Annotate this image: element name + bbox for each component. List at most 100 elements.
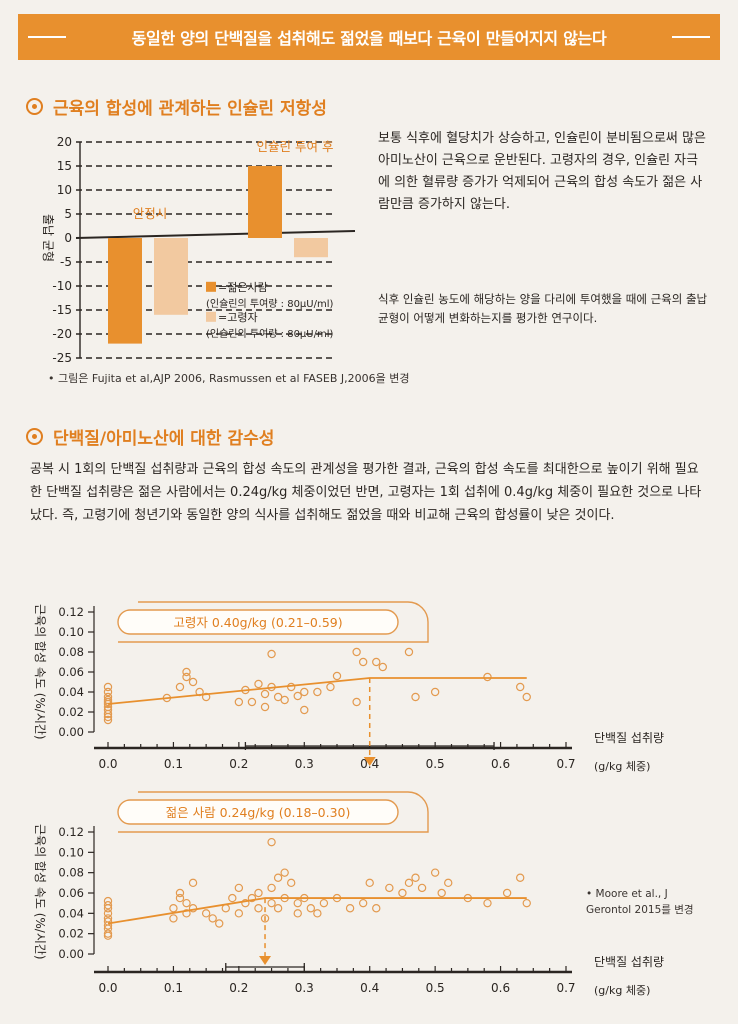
data-point bbox=[280, 695, 289, 705]
data-point bbox=[273, 904, 283, 913]
data-point bbox=[516, 682, 525, 692]
section1-title-text: 근육의 합성에 관계하는 인슐린 저항성 bbox=[53, 99, 327, 119]
section1-body: 보통 식후에 혈당치가 상승하고, 인슐린이 분비됨으로써 많은 아미노산이 근… bbox=[378, 131, 706, 212]
x-tick-label: 0.0 bbox=[98, 981, 117, 995]
group-label: 안정시 bbox=[133, 206, 168, 221]
banner-title: 동일한 양의 단백질을 섭취해도 젊었을 때보다 근육이 만들어지지 않는다 bbox=[131, 29, 607, 48]
data-point bbox=[182, 672, 191, 682]
data-point bbox=[287, 682, 296, 692]
y-tick-label: 0.12 bbox=[58, 605, 84, 619]
data-point bbox=[411, 692, 420, 702]
data-point bbox=[293, 909, 302, 918]
data-point bbox=[358, 657, 368, 667]
data-point bbox=[247, 697, 257, 707]
data-point bbox=[352, 697, 361, 707]
y-tick-label: 0.00 bbox=[58, 725, 84, 739]
data-point bbox=[260, 914, 270, 923]
x-tick-label: 0.2 bbox=[229, 757, 248, 771]
annotation-bracket bbox=[118, 791, 429, 833]
data-point bbox=[175, 888, 185, 898]
data-point bbox=[103, 931, 113, 940]
data-point bbox=[215, 919, 224, 928]
y-tick-label: 0.04 bbox=[58, 685, 84, 699]
data-point bbox=[293, 898, 302, 908]
data-point bbox=[103, 715, 113, 725]
data-point bbox=[175, 893, 185, 903]
y-tick-label: 10 bbox=[57, 183, 72, 197]
data-point bbox=[169, 914, 178, 923]
data-point bbox=[201, 909, 211, 918]
data-point bbox=[234, 883, 244, 893]
data-point bbox=[378, 662, 387, 672]
y-axis-label: 근육의 합성 속도 (%/시간) bbox=[33, 824, 47, 960]
y-tick-label: 0.10 bbox=[58, 845, 84, 859]
data-point bbox=[188, 677, 198, 687]
data-point bbox=[103, 909, 113, 918]
page-banner: 동일한 양의 단백질을 섭취해도 젊었을 때보다 근육이 만들어지지 않는다 bbox=[18, 14, 720, 60]
data-point bbox=[103, 921, 113, 930]
data-point bbox=[175, 682, 185, 692]
data-point bbox=[182, 898, 191, 908]
data-point bbox=[326, 682, 335, 692]
data-point bbox=[319, 898, 329, 908]
y-tick-label: 0 bbox=[64, 231, 72, 245]
data-point bbox=[404, 878, 414, 888]
x-tick-label: 0.7 bbox=[556, 757, 575, 771]
data-point bbox=[430, 687, 440, 697]
x-tick-label: 0.6 bbox=[491, 981, 510, 995]
data-point bbox=[306, 904, 316, 913]
x-tick-label: 0.1 bbox=[164, 757, 183, 771]
scatter-chart-elderly: 근육의 합성 속도 (%/시간) 0.12 0.10 0.08 0.06 0.04 0.02… bbox=[33, 601, 664, 773]
x-axis-unit: (g/kg 체중) bbox=[594, 984, 650, 997]
data-point bbox=[522, 692, 531, 702]
target-bullet-icon bbox=[26, 428, 43, 445]
data-point bbox=[260, 702, 270, 712]
data-point bbox=[522, 898, 531, 908]
section2-body: 공복 시 1회의 단백질 섭취량과 근육의 합성 속도의 관계성을 평가한 결과… bbox=[30, 462, 702, 523]
data-point bbox=[234, 697, 244, 707]
y-tick-label: -20 bbox=[52, 327, 72, 341]
data-point bbox=[188, 878, 198, 888]
banner-rule-left bbox=[28, 36, 66, 38]
data-point bbox=[103, 682, 113, 692]
y-axis-label: 출납 균형 bbox=[41, 214, 55, 262]
legend-sublabel: (인슐린의 투여량 : 80μU/ml) bbox=[206, 298, 334, 310]
data-point bbox=[103, 904, 113, 913]
data-point bbox=[372, 657, 381, 667]
y-tick-label: 5 bbox=[64, 207, 72, 221]
data-point bbox=[273, 692, 283, 702]
annotation-box bbox=[117, 609, 399, 635]
data-point bbox=[273, 873, 283, 882]
y-tick-label: -5 bbox=[60, 255, 72, 269]
x-axis-unit: (g/kg 체중) bbox=[594, 760, 650, 773]
x-tick-label: 0.5 bbox=[426, 757, 445, 771]
data-point bbox=[345, 904, 355, 913]
y-tick-label: 0.04 bbox=[58, 906, 84, 920]
bar-chart: 20 15 10 5 0 -5 -10 -15 -20 -25 출납 균형 안정시 인슐린 투여 후 =… bbox=[41, 135, 356, 365]
legend-label: =젊은사람 bbox=[218, 281, 268, 294]
bar bbox=[108, 238, 142, 344]
y-tick-label: 0.08 bbox=[58, 866, 84, 880]
annotation-text: 젊은 사람 0.24g/kg (0.18–0.30) bbox=[166, 805, 351, 820]
data-point bbox=[254, 679, 263, 689]
y-tick-label: 0.02 bbox=[58, 705, 84, 719]
data-point bbox=[385, 883, 394, 893]
y-tick-label: -15 bbox=[52, 303, 72, 317]
y-tick-label: 0.08 bbox=[58, 645, 84, 659]
data-point bbox=[483, 672, 492, 682]
annotation-bracket bbox=[118, 601, 429, 643]
section2-source: • Moore et al., J Gerontol 2015를 변경 bbox=[586, 888, 694, 916]
fit-line bbox=[107, 897, 527, 925]
y-tick-label: -10 bbox=[52, 279, 72, 293]
data-point bbox=[313, 909, 322, 918]
section2-title-text: 단백질/아미노산에 대한 감수성 bbox=[53, 429, 275, 449]
x-tick-label: 0.3 bbox=[295, 757, 314, 771]
zero-line bbox=[75, 230, 356, 239]
data-point bbox=[313, 687, 322, 697]
y-tick-label: 0.00 bbox=[58, 947, 84, 961]
data-point bbox=[182, 667, 191, 677]
bar bbox=[154, 238, 188, 315]
breakpoint-arrow-icon bbox=[363, 757, 376, 766]
annotation-text: 고령자 0.40g/kg (0.21–0.59) bbox=[173, 615, 342, 630]
x-tick-label: 0.3 bbox=[295, 981, 314, 995]
